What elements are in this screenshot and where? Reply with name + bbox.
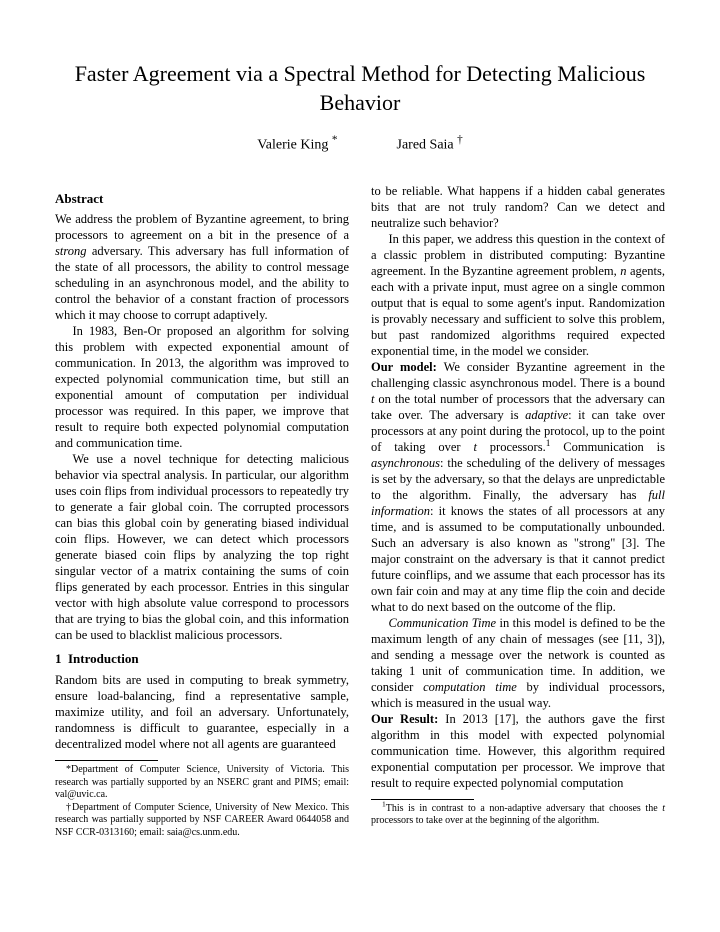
abstract-p3: We use a novel technique for detecting m… [55, 451, 349, 643]
footnote-rule-right [371, 799, 474, 800]
right-footnotes: 1This is in contrast to a non-adaptive a… [371, 803, 665, 828]
author-1-affil-mark: * [332, 134, 338, 146]
intro-p1: Random bits are used in computing to bre… [55, 672, 349, 752]
author-2-affil-mark: † [457, 134, 463, 146]
em-asynchronous: asynchronous [371, 456, 440, 470]
authors-line: Valerie King * Jared Saia † [55, 133, 665, 155]
text: Communication is [550, 440, 665, 454]
text: This is in contrast to a non-adaptive ad… [386, 803, 662, 814]
abstract-p2: In 1983, Ben-Or proposed an algorithm fo… [55, 323, 349, 451]
abstract-heading: Abstract [55, 191, 349, 208]
footnote-affil-2: †Department of Computer Science, Univers… [55, 802, 349, 840]
body-columns: Abstract We address the problem of Byzan… [55, 183, 665, 839]
left-footnotes: *Department of Computer Science, Univers… [55, 764, 349, 839]
abstract-p1: We address the problem of Byzantine agre… [55, 211, 349, 323]
intro-heading-num: 1 [55, 651, 62, 666]
em-communication-time: Communication Time [389, 616, 497, 630]
em-adaptive: adaptive [525, 408, 568, 422]
text: adversary. This adversary has full infor… [55, 244, 349, 322]
footnote-affil-1: *Department of Computer Science, Univers… [55, 764, 349, 802]
footnote-rule [55, 760, 158, 761]
text: processors. [477, 440, 546, 454]
author-1: Valerie King [257, 138, 328, 153]
right-p2: In this paper, we address this question … [371, 231, 665, 359]
run-on-our-model: Our model: [371, 360, 437, 374]
right-p4-comm-time: Communication Time in this model is defi… [371, 615, 665, 711]
em-strong: strong [55, 244, 87, 258]
var-t: t [662, 803, 665, 814]
paper-title: Faster Agreement via a Spectral Method f… [55, 60, 665, 117]
text: We address the problem of Byzantine agre… [55, 212, 349, 242]
right-p3-our-model: Our model: We consider Byzantine agreeme… [371, 359, 665, 615]
em-computation-time: computation time [423, 680, 517, 694]
text: processors to take over at the beginning… [371, 815, 599, 826]
right-p5-our-result: Our Result: In 2013 [17], the authors ga… [371, 711, 665, 791]
text: : it knows the states of all processors … [371, 504, 665, 614]
run-on-our-result: Our Result: [371, 712, 438, 726]
author-2: Jared Saia [397, 138, 454, 153]
footnote-1: 1This is in contrast to a non-adaptive a… [371, 803, 665, 828]
intro-heading-text: Introduction [68, 651, 139, 666]
right-p1: to be reliable. What happens if a hidden… [371, 183, 665, 231]
intro-heading: 1 Introduction [55, 651, 349, 668]
